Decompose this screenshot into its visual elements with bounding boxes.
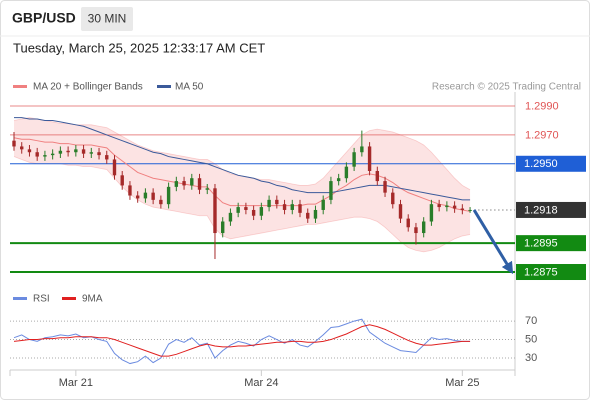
candle-body [20, 146, 24, 150]
candle-body [66, 150, 70, 153]
interval: 30 MIN [88, 12, 127, 26]
candle-body [275, 199, 279, 205]
candle-body [159, 199, 163, 205]
symbol: GBP/USD [12, 10, 76, 26]
candle-body [81, 149, 86, 154]
candle-body [414, 227, 418, 234]
legend-label: RSI [33, 294, 50, 305]
candle-body [213, 188, 217, 234]
ma-line [13, 137, 471, 212]
y-tick-label: 70 [525, 315, 537, 327]
candle-body [35, 152, 39, 157]
candle-body [128, 185, 132, 196]
candle-body [406, 218, 410, 228]
candle-body [391, 192, 395, 205]
candle-body [182, 181, 186, 186]
candle-body [74, 149, 78, 153]
candle-body [383, 181, 387, 193]
level-label: 1.2875 [524, 266, 558, 278]
rsi-line [13, 324, 471, 357]
candle-body [228, 212, 233, 222]
x-tick-label: Mar 21 [59, 377, 93, 389]
level-tag [516, 264, 586, 281]
candle-body [298, 204, 302, 213]
x-tick-label: Mar 25 [445, 377, 479, 389]
legend-marker [157, 85, 171, 88]
candle-body [97, 152, 101, 156]
level-label: 1.2895 [524, 238, 558, 250]
level-label: 1.2970 [525, 129, 559, 141]
candle-body [89, 152, 93, 154]
level-tag [516, 235, 586, 252]
timestamp: Tuesday, March 25, 2025 12:33:17 AM CET [13, 40, 265, 55]
legend-marker [13, 85, 27, 88]
level-tag [516, 155, 586, 172]
legend-marker [62, 297, 76, 300]
candle-body [329, 181, 333, 200]
candle-body [360, 146, 364, 153]
candle-body [12, 140, 16, 147]
candle-body [105, 155, 109, 160]
candle-body [197, 178, 202, 190]
candle-body [367, 146, 372, 171]
candle-body [421, 221, 426, 234]
candle-body [112, 159, 117, 176]
candle-body [251, 209, 256, 216]
source: Research © 2025 Trading Central [432, 82, 581, 93]
level-label: 1.2950 [524, 158, 558, 170]
legend-label: MA 50 [175, 82, 204, 93]
legend-label: MA 20 + Bollinger Bands [33, 82, 143, 93]
candle-body [313, 209, 318, 219]
candle-body [452, 205, 457, 209]
candle-body [143, 192, 148, 199]
candle-body [375, 170, 380, 182]
candle-body [58, 150, 63, 154]
candle-body [336, 178, 341, 182]
interval-badge [81, 7, 133, 31]
candle-body [221, 221, 225, 234]
candle-body [166, 186, 171, 205]
bollinger-band [14, 117, 471, 252]
candle-body [43, 155, 47, 157]
candle-body [27, 149, 32, 153]
candle-body [174, 181, 179, 187]
candle-body [398, 204, 403, 219]
candle-body [290, 204, 294, 210]
candle-body [344, 166, 349, 179]
level-tag [516, 201, 586, 218]
band-edge [13, 156, 471, 253]
candle-body [468, 209, 472, 211]
candle-body [244, 207, 248, 210]
candle-body [50, 153, 55, 156]
candle-body [267, 199, 271, 208]
candle-body [437, 204, 441, 208]
candle-body [190, 178, 194, 186]
candle-body [429, 204, 434, 222]
projection-arrow [472, 209, 514, 275]
level-label: 1.2918 [524, 204, 558, 216]
candle-body [321, 199, 325, 210]
candle-body [306, 212, 310, 219]
legend-label: 9MA [82, 294, 103, 305]
candle-body [282, 204, 287, 210]
candle-body [135, 195, 140, 199]
level-label: 1.2990 [525, 100, 559, 112]
x-tick-label: Mar 24 [244, 377, 278, 389]
y-tick-label: 50 [525, 333, 537, 345]
candle-body [445, 205, 449, 208]
candle-body [120, 175, 124, 186]
candle-body [205, 188, 209, 190]
ma-line [14, 117, 471, 201]
candle-body [352, 152, 356, 167]
legend-marker [13, 297, 27, 300]
y-tick-label: 30 [525, 352, 537, 364]
candle-body [460, 208, 465, 210]
candle-body [236, 207, 240, 213]
candle-body [259, 207, 264, 216]
candle-body [151, 192, 155, 200]
